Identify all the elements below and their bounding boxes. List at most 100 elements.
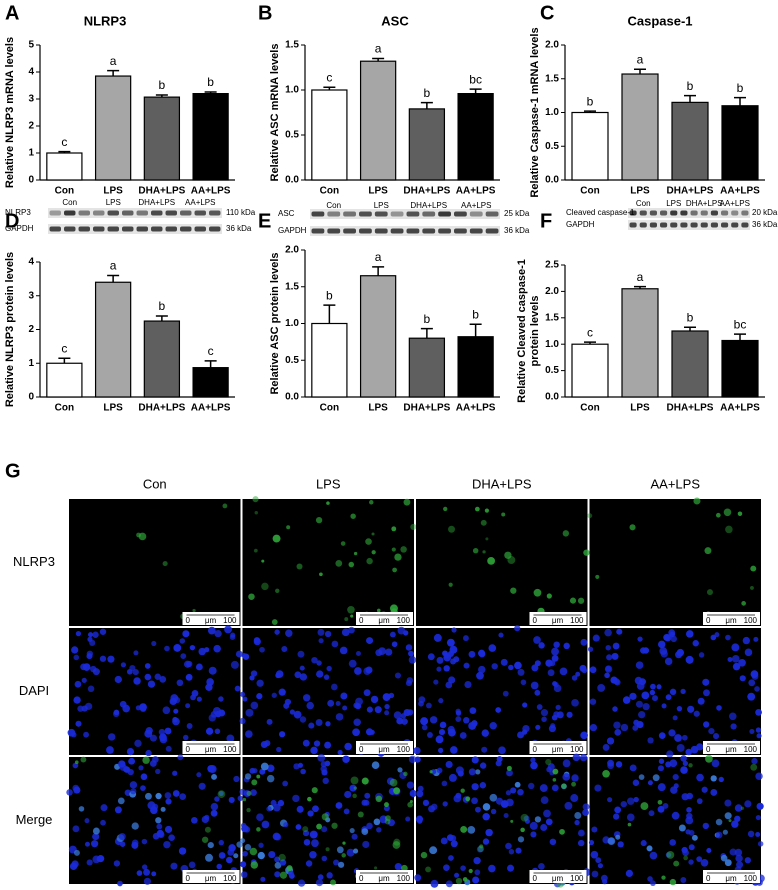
nucleus (571, 698, 579, 707)
nucleus (266, 774, 275, 783)
nucleus (476, 671, 484, 680)
y-tick-label: 0.0 (285, 175, 299, 186)
nlrp3-signal (501, 512, 506, 517)
scale-unit: μm (552, 874, 564, 883)
nucleus (208, 714, 216, 722)
blot-band (660, 210, 668, 216)
nlrp3-signal (341, 853, 346, 858)
nlrp3-signal (577, 597, 585, 604)
y-tick-label: 0.0 (285, 392, 299, 403)
significance-letter: a (110, 259, 117, 273)
x-tick-label: LPS (103, 186, 123, 197)
nucleus (71, 646, 79, 654)
error-bar (155, 315, 168, 322)
bar (143, 320, 181, 398)
bar (46, 152, 83, 181)
nucleus (324, 630, 332, 638)
nucleus (305, 860, 313, 867)
nucleus (86, 653, 93, 660)
blot-band (406, 228, 420, 234)
y-tick-label: 1.0 (285, 318, 299, 329)
nucleus (315, 879, 324, 887)
nucleus (446, 638, 455, 647)
nucleus (245, 730, 253, 738)
blot-row-label: Cleaved caspase-1 (566, 208, 635, 217)
column-label: LPS (316, 476, 341, 491)
nucleus (710, 775, 717, 782)
nucleus (133, 677, 141, 685)
nucleus (559, 667, 568, 676)
nucleus (240, 838, 246, 844)
nucleus (250, 701, 259, 710)
nucleus (159, 733, 167, 742)
nucleus (205, 727, 214, 735)
nucleus (188, 861, 196, 869)
nucleus (74, 680, 82, 688)
nucleus (344, 742, 352, 751)
nlrp3-signal (371, 550, 376, 555)
blot-group-label: AA+LPS (185, 198, 215, 207)
nlrp3-signal (448, 582, 453, 587)
nucleus (435, 735, 444, 744)
nucleus (756, 733, 762, 739)
x-tick-label: LPS (630, 186, 650, 197)
nucleus (731, 643, 740, 652)
blot-band (680, 210, 688, 216)
nucleus (312, 805, 319, 813)
nlrp3-signal (487, 556, 496, 565)
nucleus (160, 806, 166, 812)
nlrp3-signal (162, 561, 168, 567)
nucleus (534, 816, 542, 823)
panel-label: C (540, 2, 554, 24)
nucleus (547, 669, 555, 677)
significance-letter: b (687, 79, 694, 93)
micrograph: 0 μm 100 (66, 754, 244, 887)
nucleus (118, 833, 126, 841)
nucleus (321, 769, 328, 776)
scale-end: 100 (223, 745, 237, 754)
bar (359, 275, 397, 398)
nucleus (422, 799, 430, 806)
nucleus (321, 855, 328, 862)
nucleus (632, 725, 639, 731)
nlrp3-signal (520, 813, 529, 822)
nucleus (670, 635, 678, 643)
nucleus (279, 859, 287, 866)
nlrp3-signal (286, 525, 291, 530)
nucleus (371, 761, 380, 770)
nucleus (414, 874, 422, 882)
nlrp3-signal (460, 788, 465, 793)
nucleus (185, 703, 191, 709)
nucleus (274, 856, 281, 863)
nucleus (611, 652, 619, 660)
nucleus (529, 821, 538, 830)
nucleus (430, 769, 437, 775)
nlrp3-signal (420, 851, 428, 859)
nucleus (317, 874, 324, 880)
nucleus (394, 863, 402, 871)
nucleus (672, 715, 678, 721)
significance-letter: a (375, 42, 382, 56)
nucleus (488, 864, 496, 873)
nlrp3-signal (688, 763, 693, 768)
nucleus (633, 796, 639, 803)
y-tick-label: 4 (28, 257, 34, 268)
nucleus (696, 798, 703, 805)
nucleus (218, 709, 226, 717)
scale-start: 0 (359, 616, 364, 625)
nucleus (551, 654, 559, 662)
nucleus (660, 650, 668, 658)
error-bar (734, 96, 746, 106)
nucleus (239, 691, 246, 697)
nucleus (259, 768, 266, 775)
x-tick-label: DHA+LPS (403, 403, 450, 414)
nlrp3-signal (627, 822, 632, 827)
nucleus (606, 654, 613, 661)
nucleus (113, 709, 120, 716)
nlrp3-signal (348, 561, 355, 568)
nucleus (88, 632, 94, 638)
error-bar (372, 266, 385, 276)
blot-band (649, 222, 657, 228)
y-axis-label: Relative ASC protein levels (269, 252, 281, 394)
nucleus (149, 760, 157, 767)
